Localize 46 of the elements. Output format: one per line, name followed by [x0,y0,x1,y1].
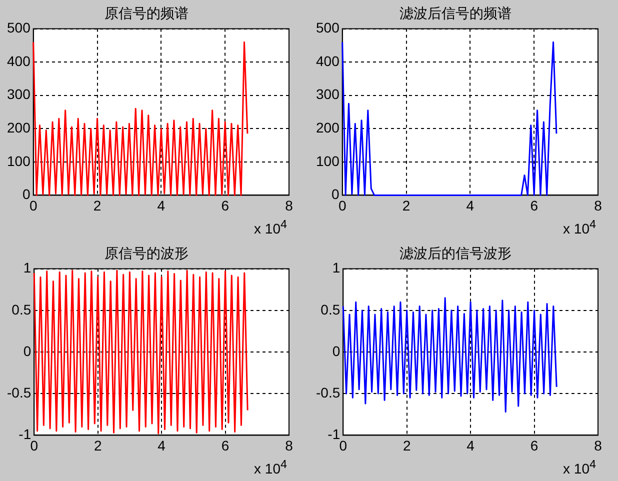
y-tick-label: 1 [23,260,32,276]
y-tick-label: 100 [316,152,340,169]
y-tick-label: 300 [7,86,31,102]
y-tick-label: 500 [316,20,340,36]
text: x 10$^{4}$ [254,218,287,237]
x-tick-label: 4 [158,437,166,454]
x-tick-label: 6 [530,197,538,214]
x-tick-label: 8 [285,437,294,454]
text: x 10$^{4}$ [254,458,287,477]
x-tick-label: 8 [594,197,602,214]
x-tick-label: 2 [93,197,102,214]
x-tick-label: 2 [94,437,102,454]
x-tick-label: 8 [594,437,602,454]
y-tick-label: 0 [332,186,340,202]
y-tick-label: 0.5 [320,301,340,318]
y-tick-label: 300 [316,86,340,102]
chart-title: 滤波后的信号波形 [400,246,512,262]
x-tick-label: 4 [466,437,475,454]
x-tick-label: 8 [285,197,294,214]
y-tick-label: -1 [18,426,32,442]
y-tick-label: 400 [316,52,340,69]
x-tick-label: 2 [402,437,411,454]
y-tick-label: -1 [328,426,340,442]
x-tick-label: 2 [402,197,410,214]
y-tick-label: 200 [7,120,31,136]
chart-title: 原信号的波形 [104,246,188,262]
y-tick-label: 200 [316,120,340,136]
chart-title: 原信号的频谱 [104,6,188,22]
x-tick-label: 6 [530,437,538,454]
chart-title: 滤波后信号的频谱 [400,6,512,22]
y-tick-label: -0.5 [316,384,340,400]
y-tick-label: 0 [332,342,340,359]
x-tick-label: 6 [221,437,230,454]
y-tick-label: 0 [22,186,31,202]
y-tick-label: 100 [7,152,31,169]
x-tick-label: 6 [221,197,230,214]
y-tick-label: -0.5 [7,384,32,400]
y-tick-label: 1 [332,260,340,276]
x-tick-label: 4 [157,197,166,214]
y-tick-label: 500 [7,20,31,36]
x-tick-label: 4 [466,197,474,214]
y-tick-label: 0.5 [12,301,32,318]
text: x 10$^{4}$ [563,458,596,477]
text: x 10$^{4}$ [563,218,596,237]
y-tick-label: 0 [23,342,32,359]
y-tick-label: 400 [7,52,31,69]
